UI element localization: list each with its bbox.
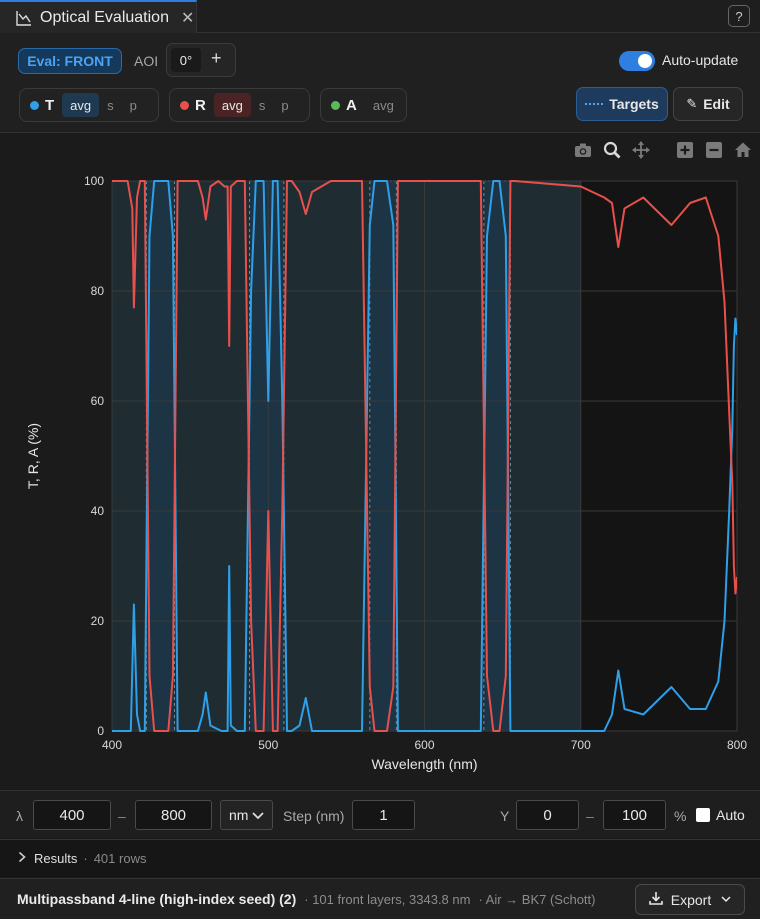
- series-R-group: [112, 180, 737, 732]
- aoi-label: AOI: [134, 53, 159, 69]
- chevron-down-icon: [252, 807, 264, 826]
- pencil-icon: ✎: [686, 96, 698, 111]
- results-row-count: 401 rows: [93, 851, 147, 866]
- targets-label: Targets: [609, 96, 659, 112]
- chevron-down-icon: [721, 894, 731, 906]
- target-region: [112, 181, 581, 731]
- transmission-pill: T avg s p: [19, 88, 159, 122]
- absorption-avg-option[interactable]: avg: [372, 97, 394, 113]
- y-range-dash: –: [586, 808, 594, 824]
- reflection-avg-option[interactable]: avg: [213, 93, 251, 117]
- layer-info: · 101 front layers, 3343.8 nm: [304, 891, 471, 907]
- reflection-p-option[interactable]: p: [281, 97, 289, 113]
- design-name: Multipassband 4-line (high-index seed) (…: [17, 891, 297, 907]
- edit-label: Edit: [703, 96, 730, 112]
- transmission-p-option[interactable]: p: [129, 97, 137, 113]
- percent-unit: %: [674, 808, 687, 824]
- home-icon[interactable]: [732, 139, 754, 161]
- y-axis-label: T, R, A (%): [25, 423, 41, 489]
- passband-2: [369, 181, 397, 731]
- y-tick-label: 100: [84, 174, 104, 188]
- reflection-s-option[interactable]: s: [258, 97, 266, 113]
- aoi-value[interactable]: 0°: [171, 48, 201, 72]
- tab-optical-evaluation[interactable]: Optical Evaluation ✕: [0, 0, 197, 33]
- absorption-letter: A: [346, 96, 357, 114]
- download-icon: [648, 891, 663, 908]
- edit-button[interactable]: ✎ Edit: [673, 87, 743, 121]
- reflection-letter: R: [195, 96, 206, 114]
- y-tick-label: 0: [97, 724, 104, 738]
- x-tick-label: 600: [414, 738, 434, 752]
- toolbar: Eval: FRONT AOI 0° + Auto-update T avg s…: [0, 33, 760, 133]
- lambda-max-input[interactable]: 800: [135, 800, 212, 830]
- step-input[interactable]: 1: [352, 800, 415, 830]
- zoom-out-icon[interactable]: [703, 139, 725, 161]
- tab-bar: Optical Evaluation ✕ ?: [0, 0, 760, 33]
- reflection-pill: R avg s p: [169, 88, 310, 122]
- export-button[interactable]: Export: [635, 884, 745, 915]
- range-dash: –: [118, 808, 126, 824]
- auto-update-toggle[interactable]: [619, 51, 655, 71]
- x-tick-label: 500: [258, 738, 278, 752]
- y-tick-label: 40: [91, 504, 105, 518]
- help-button[interactable]: ?: [728, 5, 750, 27]
- close-icon[interactable]: ✕: [180, 9, 195, 27]
- absorption-pill: A avg: [320, 88, 407, 122]
- y-tick-label: 60: [91, 394, 105, 408]
- transmission-letter: T: [45, 96, 55, 114]
- export-label: Export: [670, 891, 712, 908]
- x-tick-label: 800: [727, 738, 747, 752]
- footer: Multipassband 4-line (high-index seed) (…: [0, 878, 760, 919]
- auto-label: Auto: [716, 807, 745, 823]
- y-max-input[interactable]: 100: [603, 800, 666, 830]
- zoom-icon[interactable]: [601, 139, 623, 161]
- unit-value: nm: [229, 807, 249, 823]
- spectrum-chart[interactable]: 0 20 40 60 80 100 400 500 600 700 800 Wavelength (n…: [0, 134, 760, 790]
- chevron-right-icon: [18, 851, 26, 866]
- x-tick-label: 700: [571, 738, 591, 752]
- y-label: Y: [500, 808, 510, 824]
- absorption-dot: [331, 100, 340, 110]
- targets-button[interactable]: Targets: [576, 87, 668, 121]
- results-section[interactable]: Results · 401 rows: [0, 839, 760, 877]
- step-label: Step (nm): [283, 808, 345, 824]
- lambda-label: λ: [16, 808, 23, 824]
- transmission-avg-option[interactable]: avg: [62, 93, 100, 117]
- media-info: · Air → BK7 (Schott): [478, 891, 596, 907]
- auto-update-label: Auto-update: [662, 52, 739, 68]
- transmission-s-option[interactable]: s: [107, 97, 114, 113]
- aoi-group: 0° +: [166, 43, 236, 77]
- transmission-dot: [30, 100, 39, 110]
- toggle-knob: [638, 54, 652, 68]
- modebar-gap: [659, 139, 667, 161]
- chart-modebar: [572, 139, 754, 161]
- results-label: Results: [34, 851, 78, 866]
- eval-side-button[interactable]: Eval: FRONT: [18, 48, 122, 74]
- zoom-in-icon[interactable]: [674, 139, 696, 161]
- results-separator: ·: [83, 851, 88, 866]
- range-controls: λ 400 – 800 nm Step (nm) 1 Y 0 – 100 % A…: [0, 790, 760, 838]
- pan-icon[interactable]: [630, 139, 652, 161]
- x-axis-label: Wavelength (nm): [371, 756, 477, 772]
- chart-area: 0 20 40 60 80 100 400 500 600 700 800 Wavelength (n…: [0, 134, 760, 790]
- auto-checkbox[interactable]: [696, 808, 710, 822]
- tab-title: Optical Evaluation: [40, 8, 169, 26]
- passband-1: [249, 181, 284, 731]
- y-tick-label: 20: [91, 614, 105, 628]
- unit-select[interactable]: nm: [220, 800, 273, 830]
- add-aoi-button[interactable]: +: [211, 48, 222, 68]
- chart-icon: [16, 10, 31, 26]
- camera-icon[interactable]: [572, 139, 594, 161]
- y-tick-label: 80: [91, 284, 105, 298]
- series-T-line: [112, 180, 737, 732]
- x-tick-label: 400: [102, 738, 122, 752]
- series-R-line: [112, 180, 737, 732]
- passband-0: [146, 181, 175, 731]
- lambda-min-input[interactable]: 400: [33, 800, 111, 830]
- series-T-group: [112, 180, 737, 732]
- dotted-line-icon: [585, 103, 604, 105]
- reflection-dot: [180, 100, 189, 110]
- y-min-input[interactable]: 0: [516, 800, 579, 830]
